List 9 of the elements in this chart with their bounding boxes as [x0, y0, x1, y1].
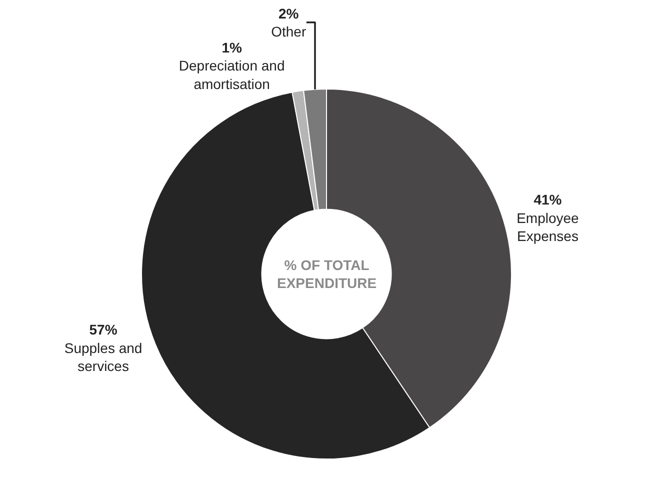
slice-label: Supples and services: [64, 340, 142, 374]
slice-label: Other: [271, 23, 306, 40]
data-label: 1%: [222, 39, 242, 56]
slice-label: Depreciation and amortisation: [178, 58, 285, 92]
data-label: 41%: [534, 192, 562, 208]
slice-label: Employee Expenses: [516, 210, 580, 244]
data-label: 57%: [89, 322, 118, 338]
data-label: 2%: [278, 5, 300, 22]
text: % OF TOTAL EXPENDITURE: [277, 257, 377, 292]
